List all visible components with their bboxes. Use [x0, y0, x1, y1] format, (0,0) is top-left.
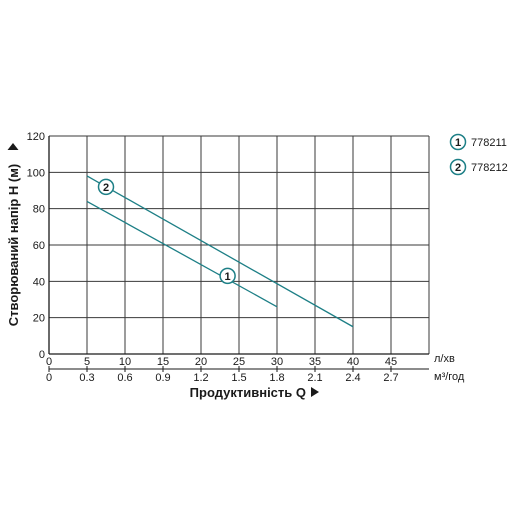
series-line-778211 [86, 200, 278, 308]
axes [48, 136, 429, 355]
x-tick-label: 10 [119, 356, 131, 368]
y-tick-label: 80 [33, 204, 45, 216]
secondary-x-tick-label: 0.9 [155, 372, 170, 384]
series-marker-circle [97, 178, 115, 196]
x-tick-label: 20 [195, 356, 207, 368]
legend-entry-label: 778212 [471, 162, 508, 174]
series-marker-label: 1 [225, 271, 231, 283]
x2-unit-label: м³/год [434, 371, 465, 383]
y-tick-label: 100 [27, 167, 45, 179]
series-lines [86, 175, 354, 328]
y-tick-label: 0 [39, 349, 45, 361]
secondary-x-tick-label: 2.7 [383, 372, 398, 384]
x-unit-label: л/хв [434, 353, 455, 365]
y-tick-label: 40 [33, 276, 45, 288]
series-marker-label: 2 [103, 182, 109, 194]
x-tick-label: 5 [84, 356, 90, 368]
x-tick-label: 45 [385, 356, 397, 368]
secondary-x-axis: 0 0.3 0.6 0.9 1.2 1.5 1.8 2.1 2.4 2.7 [46, 366, 429, 384]
y-tick-label: 60 [33, 240, 45, 252]
x-tick-label: 25 [233, 356, 245, 368]
secondary-x-tick-label: 0.3 [79, 372, 94, 384]
legend-marker-circle [449, 133, 467, 151]
x-tick-label: 40 [347, 356, 359, 368]
x-tick-label: 30 [271, 356, 283, 368]
legend-marker-label: 1 [455, 137, 461, 149]
legend-marker-circle [449, 158, 467, 176]
grid [49, 135, 430, 354]
x-tick-label: 35 [309, 356, 321, 368]
secondary-x-tick-label: 2.4 [345, 372, 360, 384]
series-markers: 12 [97, 178, 236, 285]
x-tick-label: 15 [157, 356, 169, 368]
x-tick-label: 0 [46, 356, 52, 368]
series-marker-circle [219, 267, 236, 285]
y-tick-labels: 0 20 40 60 80 100 120 [27, 131, 45, 361]
y-tick-label: 120 [27, 131, 45, 143]
secondary-x-tick-label: 0.6 [117, 372, 132, 384]
secondary-x-tick-label: 1.2 [193, 372, 208, 384]
y-axis-title: Створюваний напір H (м) [6, 164, 21, 326]
legend-marker-label: 2 [455, 162, 461, 174]
secondary-x-tick-label: 2.1 [307, 372, 322, 384]
y-axis-arrow-icon [7, 143, 19, 150]
legend-entry-label: 778211 [471, 137, 507, 149]
series-line-778212 [86, 175, 354, 328]
y-tick-label: 20 [33, 313, 45, 325]
secondary-x-tick-label: 0 [46, 372, 52, 384]
secondary-x-tick-label: 1.5 [231, 372, 246, 384]
secondary-x-tick-label: 1.8 [269, 372, 284, 384]
legend: 1 778211 2 778212 [449, 133, 508, 176]
x-axis-title: Продуктивність Q [190, 385, 306, 400]
x-tick-labels: 0 5 10 15 20 25 30 35 40 45 [46, 356, 397, 368]
x-axis-arrow-icon [311, 387, 319, 397]
